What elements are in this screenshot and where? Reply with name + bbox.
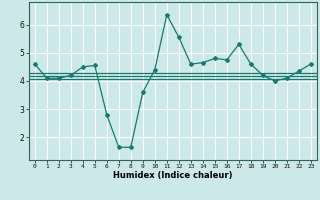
X-axis label: Humidex (Indice chaleur): Humidex (Indice chaleur) (113, 171, 233, 180)
